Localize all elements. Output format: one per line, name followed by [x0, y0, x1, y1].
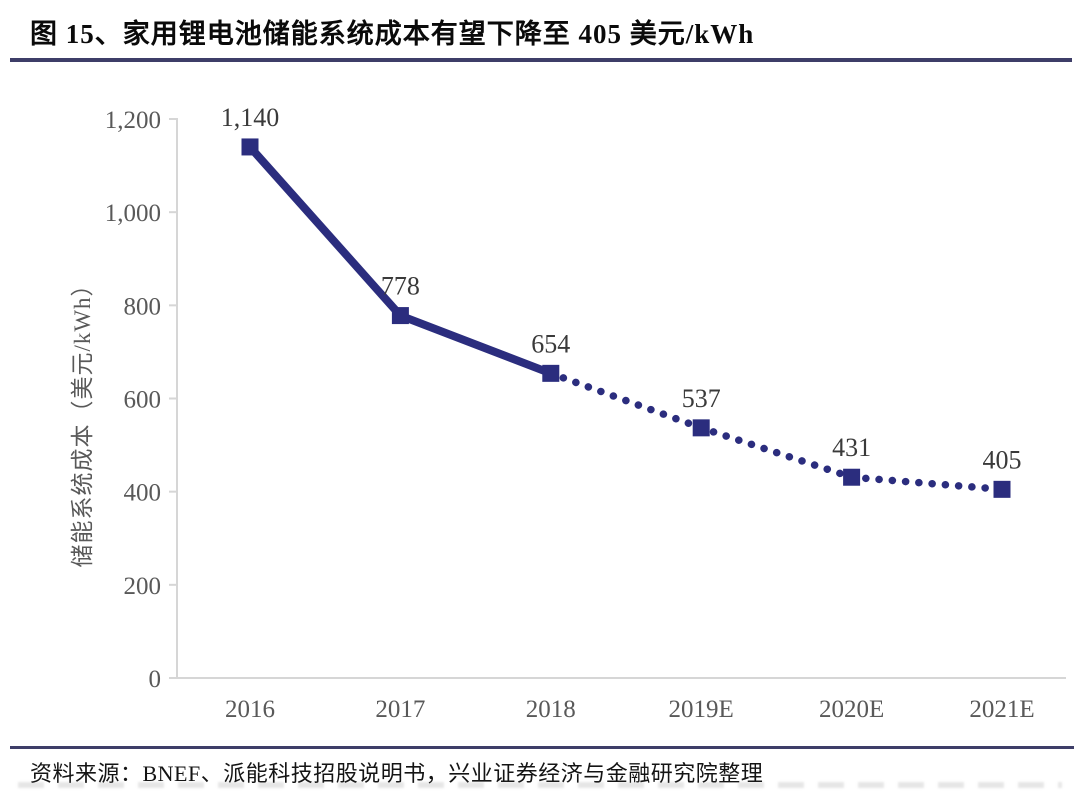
data-point-marker — [843, 468, 861, 486]
x-tick-label: 2021E — [969, 696, 1034, 723]
data-point-label: 1,140 — [221, 103, 280, 132]
source-note: 资料来源：BNEF、派能科技招股说明书，兴业证券经济与金融研究院整理 — [30, 761, 764, 786]
x-tick-label: 2016 — [225, 696, 275, 723]
x-tick-label: 2017 — [375, 696, 425, 723]
y-tick-label: 400 — [124, 480, 162, 507]
data-point-marker — [391, 307, 409, 325]
figure-title: 图 15、家用锂电池储能系统成本有望下降至 405 美元/kWh — [30, 19, 755, 49]
y-tick-label: 800 — [124, 293, 162, 320]
data-point-label: 431 — [832, 433, 871, 462]
x-tick-label: 2020E — [819, 696, 884, 723]
data-point-marker — [692, 419, 710, 437]
source-divider — [10, 746, 1074, 749]
title-underline — [10, 58, 1072, 62]
data-point-marker — [241, 138, 259, 156]
data-point-marker — [993, 480, 1011, 498]
data-point-label: 537 — [682, 384, 721, 413]
y-tick-label: 200 — [124, 573, 162, 600]
actual-solid-line — [247, 144, 553, 378]
y-tick-label: 1,200 — [105, 107, 161, 134]
data-point-marker — [542, 364, 560, 382]
y-tick-label: 1,000 — [105, 200, 161, 227]
data-point-label: 778 — [381, 272, 420, 301]
x-tick-label: 2018 — [526, 696, 576, 723]
estimate-dotted-line — [547, 369, 1006, 494]
y-tick-label: 600 — [124, 387, 162, 414]
data-point-label: 654 — [531, 329, 570, 358]
data-point-label: 405 — [983, 445, 1022, 474]
cut-off-text-remnant — [18, 782, 1062, 788]
y-axis-title: 储能系统成本（美元/kWh） — [70, 272, 95, 567]
y-tick-label: 0 — [149, 666, 162, 693]
x-tick-label: 2019E — [669, 696, 734, 723]
